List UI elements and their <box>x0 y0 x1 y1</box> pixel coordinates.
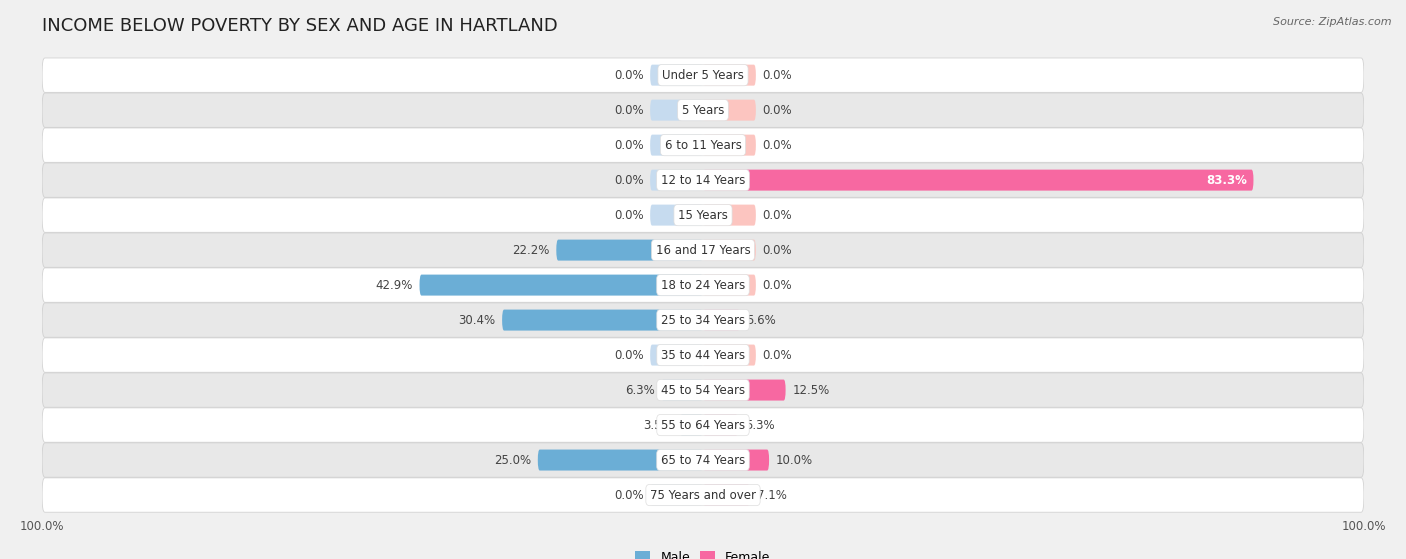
FancyBboxPatch shape <box>703 344 756 366</box>
Text: 22.2%: 22.2% <box>512 244 550 257</box>
Text: 0.0%: 0.0% <box>614 174 644 187</box>
FancyBboxPatch shape <box>703 240 756 260</box>
Text: INCOME BELOW POVERTY BY SEX AND AGE IN HARTLAND: INCOME BELOW POVERTY BY SEX AND AGE IN H… <box>42 17 558 35</box>
FancyBboxPatch shape <box>703 449 769 471</box>
Text: 45 to 54 Years: 45 to 54 Years <box>661 383 745 396</box>
Text: 83.3%: 83.3% <box>1206 174 1247 187</box>
Text: 15 Years: 15 Years <box>678 209 728 221</box>
Text: 12.5%: 12.5% <box>792 383 830 396</box>
Text: 6 to 11 Years: 6 to 11 Years <box>665 139 741 151</box>
Text: 5.6%: 5.6% <box>747 314 776 326</box>
Text: 0.0%: 0.0% <box>614 139 644 151</box>
FancyBboxPatch shape <box>703 310 740 330</box>
FancyBboxPatch shape <box>557 240 703 260</box>
FancyBboxPatch shape <box>42 338 1364 372</box>
FancyBboxPatch shape <box>42 268 1364 302</box>
FancyBboxPatch shape <box>537 449 703 471</box>
FancyBboxPatch shape <box>42 233 1364 267</box>
FancyBboxPatch shape <box>42 58 1364 92</box>
Text: 12 to 14 Years: 12 to 14 Years <box>661 174 745 187</box>
Text: 65 to 74 Years: 65 to 74 Years <box>661 453 745 467</box>
Text: 18 to 24 Years: 18 to 24 Years <box>661 278 745 292</box>
Text: 30.4%: 30.4% <box>458 314 495 326</box>
Text: 25 to 34 Years: 25 to 34 Years <box>661 314 745 326</box>
FancyBboxPatch shape <box>650 205 703 226</box>
FancyBboxPatch shape <box>703 274 756 296</box>
FancyBboxPatch shape <box>42 373 1364 407</box>
FancyBboxPatch shape <box>42 163 1364 197</box>
Text: 0.0%: 0.0% <box>762 209 792 221</box>
Text: 0.0%: 0.0% <box>614 103 644 117</box>
FancyBboxPatch shape <box>42 198 1364 232</box>
FancyBboxPatch shape <box>650 100 703 121</box>
FancyBboxPatch shape <box>650 485 703 505</box>
Text: 10.0%: 10.0% <box>776 453 813 467</box>
Text: 3.5%: 3.5% <box>644 419 673 432</box>
Text: 16 and 17 Years: 16 and 17 Years <box>655 244 751 257</box>
Text: 0.0%: 0.0% <box>762 139 792 151</box>
Text: 0.0%: 0.0% <box>762 69 792 82</box>
Text: 0.0%: 0.0% <box>614 209 644 221</box>
Text: 6.3%: 6.3% <box>626 383 655 396</box>
Text: 0.0%: 0.0% <box>762 278 792 292</box>
Text: 25.0%: 25.0% <box>494 453 531 467</box>
FancyBboxPatch shape <box>703 135 756 155</box>
Text: 35 to 44 Years: 35 to 44 Years <box>661 349 745 362</box>
FancyBboxPatch shape <box>42 93 1364 127</box>
Text: 5 Years: 5 Years <box>682 103 724 117</box>
Text: 5.3%: 5.3% <box>745 419 775 432</box>
Text: 0.0%: 0.0% <box>762 244 792 257</box>
Text: 0.0%: 0.0% <box>762 349 792 362</box>
FancyBboxPatch shape <box>42 128 1364 162</box>
Text: 0.0%: 0.0% <box>762 103 792 117</box>
Legend: Male, Female: Male, Female <box>631 547 775 559</box>
FancyBboxPatch shape <box>42 443 1364 477</box>
Text: 0.0%: 0.0% <box>614 349 644 362</box>
Text: Source: ZipAtlas.com: Source: ZipAtlas.com <box>1274 17 1392 27</box>
Text: 55 to 64 Years: 55 to 64 Years <box>661 419 745 432</box>
FancyBboxPatch shape <box>661 380 703 401</box>
Text: Under 5 Years: Under 5 Years <box>662 69 744 82</box>
Text: 7.1%: 7.1% <box>756 489 786 501</box>
FancyBboxPatch shape <box>502 310 703 330</box>
Text: 0.0%: 0.0% <box>614 489 644 501</box>
Text: 42.9%: 42.9% <box>375 278 413 292</box>
FancyBboxPatch shape <box>650 65 703 86</box>
FancyBboxPatch shape <box>681 415 703 435</box>
FancyBboxPatch shape <box>703 169 1254 191</box>
FancyBboxPatch shape <box>650 135 703 155</box>
FancyBboxPatch shape <box>42 478 1364 512</box>
FancyBboxPatch shape <box>703 205 756 226</box>
Text: 75 Years and over: 75 Years and over <box>650 489 756 501</box>
FancyBboxPatch shape <box>419 274 703 296</box>
FancyBboxPatch shape <box>703 100 756 121</box>
FancyBboxPatch shape <box>42 408 1364 442</box>
FancyBboxPatch shape <box>650 344 703 366</box>
Text: 0.0%: 0.0% <box>614 69 644 82</box>
FancyBboxPatch shape <box>703 380 786 401</box>
FancyBboxPatch shape <box>703 485 749 505</box>
FancyBboxPatch shape <box>703 415 738 435</box>
FancyBboxPatch shape <box>42 303 1364 337</box>
FancyBboxPatch shape <box>650 169 703 191</box>
FancyBboxPatch shape <box>703 65 756 86</box>
